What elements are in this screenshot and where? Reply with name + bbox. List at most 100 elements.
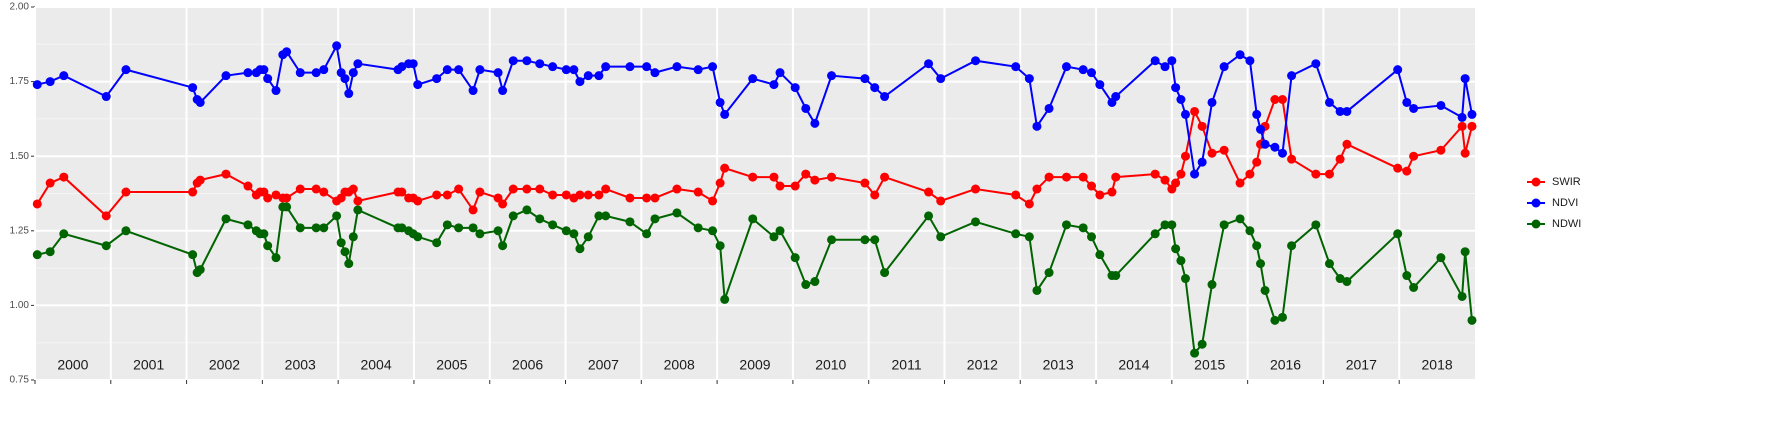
point bbox=[1032, 184, 1042, 194]
point bbox=[32, 199, 42, 209]
point bbox=[569, 229, 579, 239]
point bbox=[1252, 241, 1262, 251]
point bbox=[708, 226, 718, 236]
point bbox=[1270, 95, 1280, 105]
point bbox=[121, 226, 131, 236]
point bbox=[243, 181, 253, 191]
point bbox=[642, 193, 652, 203]
legend-label: SWIR bbox=[1552, 176, 1581, 188]
point bbox=[535, 59, 545, 69]
point bbox=[1150, 56, 1160, 66]
point bbox=[1235, 50, 1245, 60]
point bbox=[508, 184, 518, 194]
point bbox=[810, 277, 820, 287]
point bbox=[271, 190, 281, 200]
point bbox=[870, 190, 880, 200]
point bbox=[188, 250, 198, 260]
point bbox=[413, 80, 423, 90]
point bbox=[243, 68, 253, 78]
point bbox=[271, 253, 281, 263]
point bbox=[413, 196, 423, 206]
point bbox=[924, 211, 934, 221]
point bbox=[59, 71, 69, 81]
point bbox=[432, 74, 442, 84]
series bbox=[32, 95, 1477, 221]
point bbox=[708, 196, 718, 206]
point bbox=[498, 199, 508, 209]
point bbox=[59, 172, 69, 182]
y-tick-label: 1.00 bbox=[10, 300, 30, 311]
point bbox=[535, 184, 545, 194]
year-label: 2015 bbox=[1194, 357, 1225, 373]
point bbox=[475, 65, 485, 75]
point bbox=[1095, 80, 1105, 90]
point bbox=[1256, 259, 1266, 269]
year-label: 2008 bbox=[664, 357, 695, 373]
point bbox=[344, 259, 354, 269]
point bbox=[1252, 109, 1262, 119]
point bbox=[1335, 106, 1345, 116]
point bbox=[311, 68, 321, 78]
point bbox=[1460, 148, 1470, 158]
point bbox=[1011, 229, 1021, 239]
y-tick-label: 0.75 bbox=[10, 375, 30, 386]
point bbox=[594, 211, 604, 221]
point bbox=[924, 187, 934, 197]
point bbox=[693, 223, 703, 233]
point bbox=[601, 184, 611, 194]
point bbox=[1197, 339, 1207, 349]
point bbox=[1457, 291, 1467, 301]
point bbox=[1467, 121, 1477, 131]
point bbox=[936, 232, 946, 242]
year-label: 2007 bbox=[588, 357, 619, 373]
point bbox=[271, 86, 281, 96]
point bbox=[672, 208, 682, 218]
point bbox=[810, 175, 820, 185]
point bbox=[1087, 232, 1097, 242]
point bbox=[860, 235, 870, 245]
point bbox=[1044, 172, 1054, 182]
point bbox=[1277, 312, 1287, 322]
point bbox=[720, 294, 730, 304]
point bbox=[827, 71, 837, 81]
point bbox=[693, 187, 703, 197]
point bbox=[1467, 315, 1477, 325]
point bbox=[1061, 62, 1071, 72]
point bbox=[348, 232, 358, 242]
point bbox=[583, 190, 593, 200]
point bbox=[282, 47, 292, 57]
point bbox=[332, 41, 342, 51]
point bbox=[715, 178, 725, 188]
point bbox=[195, 97, 205, 107]
point bbox=[1150, 229, 1160, 239]
point bbox=[1393, 163, 1403, 173]
point bbox=[1457, 112, 1467, 122]
point bbox=[295, 223, 305, 233]
point bbox=[295, 68, 305, 78]
point bbox=[880, 92, 890, 102]
point bbox=[1087, 181, 1097, 191]
point bbox=[1393, 229, 1403, 239]
point bbox=[1436, 100, 1446, 110]
point bbox=[353, 196, 363, 206]
point bbox=[221, 169, 231, 179]
point bbox=[319, 187, 329, 197]
point bbox=[1324, 259, 1334, 269]
point bbox=[340, 247, 350, 257]
point bbox=[1393, 65, 1403, 75]
point bbox=[775, 226, 785, 236]
point bbox=[442, 220, 452, 230]
point bbox=[493, 226, 503, 236]
year-label: 2010 bbox=[815, 357, 846, 373]
point bbox=[454, 184, 464, 194]
point bbox=[1176, 95, 1186, 105]
point bbox=[971, 56, 981, 66]
point bbox=[790, 253, 800, 263]
year-label: 2005 bbox=[436, 357, 467, 373]
point bbox=[45, 178, 55, 188]
point bbox=[1436, 145, 1446, 155]
point bbox=[1011, 62, 1021, 72]
point bbox=[454, 223, 464, 233]
point bbox=[522, 205, 532, 215]
